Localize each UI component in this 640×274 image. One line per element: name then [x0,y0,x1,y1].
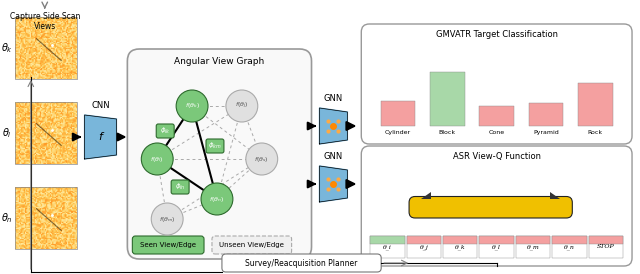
Polygon shape [550,192,561,198]
Bar [578,83,612,126]
Circle shape [246,143,278,175]
FancyBboxPatch shape [409,196,572,218]
Text: GNN: GNN [324,152,343,161]
Text: $\theta_k$: $\theta_k$ [1,41,13,55]
Text: $\phi_{ln}$: $\phi_{ln}$ [175,182,186,192]
Bar [406,236,441,244]
Polygon shape [421,192,431,198]
Bar [589,236,623,244]
Text: Cone: Cone [488,130,505,135]
Text: Capture Side Scan
Views: Capture Side Scan Views [10,12,80,32]
FancyBboxPatch shape [222,254,381,272]
Bar [516,236,550,258]
Text: $\theta_n$: $\theta_n$ [1,211,13,225]
FancyBboxPatch shape [212,236,292,254]
Text: CNN: CNN [91,101,110,110]
Bar [479,236,514,244]
FancyBboxPatch shape [127,49,312,259]
Bar [552,236,587,258]
Text: θ_k: θ_k [455,244,465,250]
Text: θ_l: θ_l [492,244,501,250]
Bar [589,236,623,258]
Text: θ_m: θ_m [527,244,540,250]
Text: $\theta_l$: $\theta_l$ [2,126,12,140]
Bar [371,236,404,258]
Text: $\phi_{lk}$: $\phi_{lk}$ [160,126,171,136]
FancyBboxPatch shape [206,139,224,153]
Polygon shape [319,108,348,144]
Text: GMVATR Target Classification: GMVATR Target Classification [436,30,557,39]
Text: $f(\theta_l)$: $f(\theta_l)$ [150,155,164,164]
Text: Survey/Reacquisition Planner: Survey/Reacquisition Planner [245,258,358,267]
Text: θ_i: θ_i [383,244,392,250]
Text: f: f [99,132,102,142]
FancyBboxPatch shape [156,124,174,138]
Text: STOP: STOP [597,244,615,250]
Bar [443,236,477,244]
Text: $f(\theta_k)$: $f(\theta_k)$ [184,101,200,110]
Bar [516,236,550,244]
Text: Rock: Rock [588,130,603,135]
Bar [479,236,514,258]
Text: Cylinder: Cylinder [385,130,411,135]
Bar [529,103,563,126]
Text: θ_n: θ_n [564,244,575,250]
Text: $f(\theta_m)$: $f(\theta_m)$ [159,215,175,224]
FancyBboxPatch shape [132,236,204,254]
Text: GNN: GNN [324,94,343,103]
FancyBboxPatch shape [362,24,632,144]
Text: θ_j: θ_j [419,244,428,250]
Text: $f(\theta_n)$: $f(\theta_n)$ [209,195,225,204]
Circle shape [176,90,208,122]
Bar [15,17,77,79]
Circle shape [201,183,233,215]
Text: ASR View-Q Function: ASR View-Q Function [452,152,541,161]
Circle shape [141,143,173,175]
Bar [381,101,415,126]
Polygon shape [84,115,116,159]
Text: $\phi_{km}$: $\phi_{km}$ [208,141,222,151]
FancyBboxPatch shape [362,146,632,266]
Polygon shape [319,166,348,202]
Circle shape [151,203,183,235]
Bar [479,106,514,126]
Text: Pyramid: Pyramid [533,130,559,135]
Bar [15,102,77,164]
Bar [430,72,465,126]
Bar [552,236,587,244]
Text: $f(\theta_s)$: $f(\theta_s)$ [254,155,269,164]
Circle shape [226,90,258,122]
Bar [443,236,477,258]
Text: Seen View/Edge: Seen View/Edge [140,242,196,248]
Text: Angular View Graph: Angular View Graph [174,57,264,66]
Bar [371,236,404,244]
Text: $f(\theta_j)$: $f(\theta_j)$ [235,101,249,111]
Text: Block: Block [439,130,456,135]
Bar [15,187,77,249]
Text: Unseen View/Edge: Unseen View/Edge [220,242,284,248]
FancyBboxPatch shape [171,180,189,194]
Bar [406,236,441,258]
